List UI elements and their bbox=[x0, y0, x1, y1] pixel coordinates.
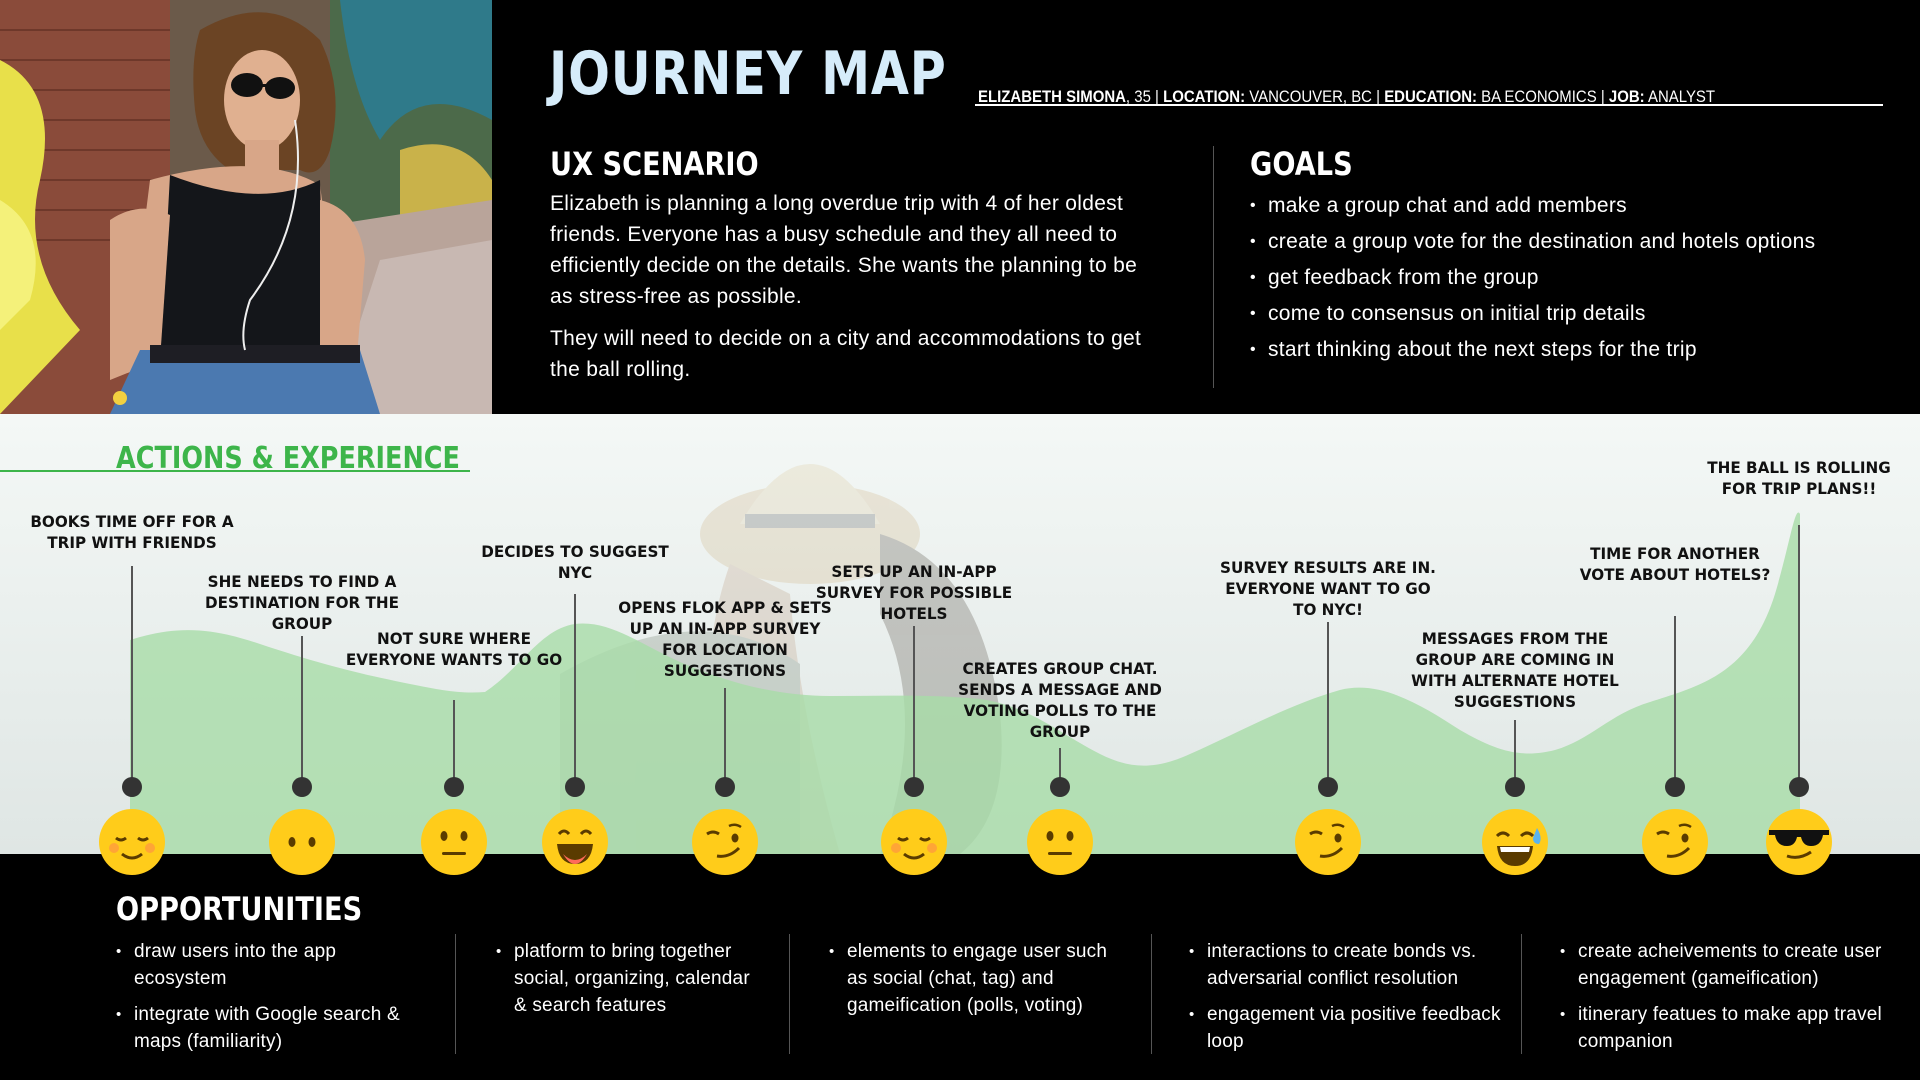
step-label: SETS UP AN IN-APP SURVEY FOR POSSIBLE HO… bbox=[815, 562, 1013, 623]
step-marker bbox=[1318, 777, 1338, 797]
opportunity-item: itinerary featues to make app travel com… bbox=[1560, 1001, 1890, 1055]
step-connector bbox=[131, 566, 133, 788]
persona-name: ELIZABETH SIMONA bbox=[978, 87, 1126, 106]
step-label: MESSAGES FROM THE GROUP ARE COMING IN WI… bbox=[1411, 629, 1619, 711]
opportunity-column: elements to engage user such as social (… bbox=[829, 938, 1129, 1028]
sunglasses-face-icon bbox=[1766, 809, 1832, 875]
opportunity-column: interactions to create bonds vs. adversa… bbox=[1189, 938, 1509, 1064]
step-marker bbox=[715, 777, 735, 797]
goals-heading: GOALS bbox=[1250, 145, 1353, 183]
actions-heading-rule bbox=[0, 470, 470, 472]
step-connector bbox=[301, 636, 303, 788]
step-connector bbox=[574, 594, 576, 788]
persona-photo bbox=[0, 0, 492, 414]
step-marker bbox=[1050, 777, 1070, 797]
step-marker bbox=[1505, 777, 1525, 797]
step-connector bbox=[724, 688, 726, 788]
column-divider bbox=[1151, 934, 1152, 1054]
persona-location: VANCOUVER, BC | bbox=[1245, 87, 1385, 106]
sweat-smile-face-icon bbox=[1482, 809, 1548, 875]
sentiment-curve bbox=[130, 512, 1800, 854]
journey-section bbox=[0, 414, 1920, 854]
step-label: SURVEY RESULTS ARE IN. EVERYONE WANT TO … bbox=[1220, 558, 1436, 619]
step-marker bbox=[1665, 777, 1685, 797]
relieved-face-icon bbox=[99, 809, 165, 875]
step-marker bbox=[122, 777, 142, 797]
opportunity-item: create acheivements to create user engag… bbox=[1560, 938, 1890, 992]
opportunity-column: platform to bring together social, organ… bbox=[496, 938, 766, 1028]
goals-list: make a group chat and add members create… bbox=[1250, 188, 1815, 368]
step-connector bbox=[1327, 622, 1329, 788]
goal-item: create a group vote for the destination … bbox=[1250, 224, 1815, 260]
step-marker bbox=[565, 777, 585, 797]
goal-item: make a group chat and add members bbox=[1250, 188, 1815, 224]
opportunity-column: draw users into the app ecosystem integr… bbox=[116, 938, 406, 1064]
persona-details: ELIZABETH SIMONA, 35 | LOCATION: VANCOUV… bbox=[978, 87, 1715, 107]
step-label: NOT SURE WHERE EVERYONE WANTS TO GO bbox=[345, 629, 563, 669]
column-divider bbox=[455, 934, 456, 1054]
step-connector bbox=[1674, 616, 1676, 788]
goal-item: start thinking about the next steps for … bbox=[1250, 332, 1815, 368]
step-marker bbox=[292, 777, 312, 797]
step-label: THE BALL IS ROLLING FOR TRIP PLANS!! bbox=[1707, 458, 1891, 498]
neutral-face-icon bbox=[1027, 809, 1093, 875]
location-label: LOCATION: bbox=[1163, 87, 1246, 106]
step-connector bbox=[1798, 525, 1800, 788]
opportunity-item: draw users into the app ecosystem bbox=[116, 938, 406, 992]
smirking-face-icon bbox=[1295, 809, 1361, 875]
opportunity-item: platform to bring together social, organ… bbox=[496, 938, 766, 1019]
job-label: JOB: bbox=[1608, 87, 1645, 106]
header-divider bbox=[1213, 146, 1214, 388]
step-connector bbox=[913, 626, 915, 788]
step-connector bbox=[1059, 748, 1061, 788]
actions-heading: ACTIONS & EXPERIENCE bbox=[116, 441, 460, 476]
step-connector bbox=[453, 700, 455, 788]
step-marker bbox=[444, 777, 464, 797]
step-label: TIME FOR ANOTHER VOTE ABOUT HOTELS? bbox=[1579, 544, 1771, 584]
step-label: DECIDES TO SUGGEST NYC bbox=[481, 542, 669, 582]
step-label: BOOKS TIME OFF FOR A TRIP WITH FRIENDS bbox=[30, 512, 234, 552]
persona-age: , 35 | bbox=[1125, 87, 1164, 106]
page-title: JOURNEY MAP bbox=[549, 39, 947, 109]
neutral-face-icon bbox=[421, 809, 487, 875]
persona-job: ANALYST bbox=[1644, 87, 1716, 106]
opportunity-item: engagement via positive feedback loop bbox=[1189, 1001, 1509, 1055]
smirking-face-icon bbox=[692, 809, 758, 875]
education-label: EDUCATION: bbox=[1384, 87, 1477, 106]
step-marker bbox=[904, 777, 924, 797]
step-label: CREATES GROUP CHAT. SENDS A MESSAGE AND … bbox=[958, 659, 1162, 741]
goal-item: get feedback from the group bbox=[1250, 260, 1815, 296]
column-divider bbox=[789, 934, 790, 1054]
step-connector bbox=[1514, 720, 1516, 788]
ux-scenario-paragraph-1: Elizabeth is planning a long overdue tri… bbox=[550, 192, 1138, 308]
ux-scenario-heading: UX SCENARIO bbox=[550, 145, 759, 183]
step-label: SHE NEEDS TO FIND A DESTINATION FOR THE … bbox=[204, 572, 400, 633]
opportunities-heading: OPPORTUNITIES bbox=[116, 890, 363, 928]
step-marker bbox=[1789, 777, 1809, 797]
opportunity-item: integrate with Google search & maps (fam… bbox=[116, 1001, 406, 1055]
hushed-face-icon bbox=[269, 809, 335, 875]
opportunity-item: elements to engage user such as social (… bbox=[829, 938, 1129, 1019]
smirking-face-icon bbox=[1642, 809, 1708, 875]
opportunity-item: interactions to create bonds vs. adversa… bbox=[1189, 938, 1509, 992]
relieved-face-icon bbox=[881, 809, 947, 875]
goal-item: come to consensus on initial trip detail… bbox=[1250, 296, 1815, 332]
column-divider bbox=[1521, 934, 1522, 1054]
grinning-face-icon bbox=[542, 809, 608, 875]
opportunity-column: create acheivements to create user engag… bbox=[1560, 938, 1890, 1064]
step-label: OPENS FLOK APP & SETS UP AN IN-APP SURVE… bbox=[618, 598, 832, 680]
ux-scenario-paragraph-2: They will need to decide on a city and a… bbox=[550, 327, 1142, 381]
persona-education: BA ECONOMICS | bbox=[1476, 87, 1609, 106]
title-underline bbox=[975, 104, 1883, 106]
journey-background bbox=[0, 414, 1920, 854]
